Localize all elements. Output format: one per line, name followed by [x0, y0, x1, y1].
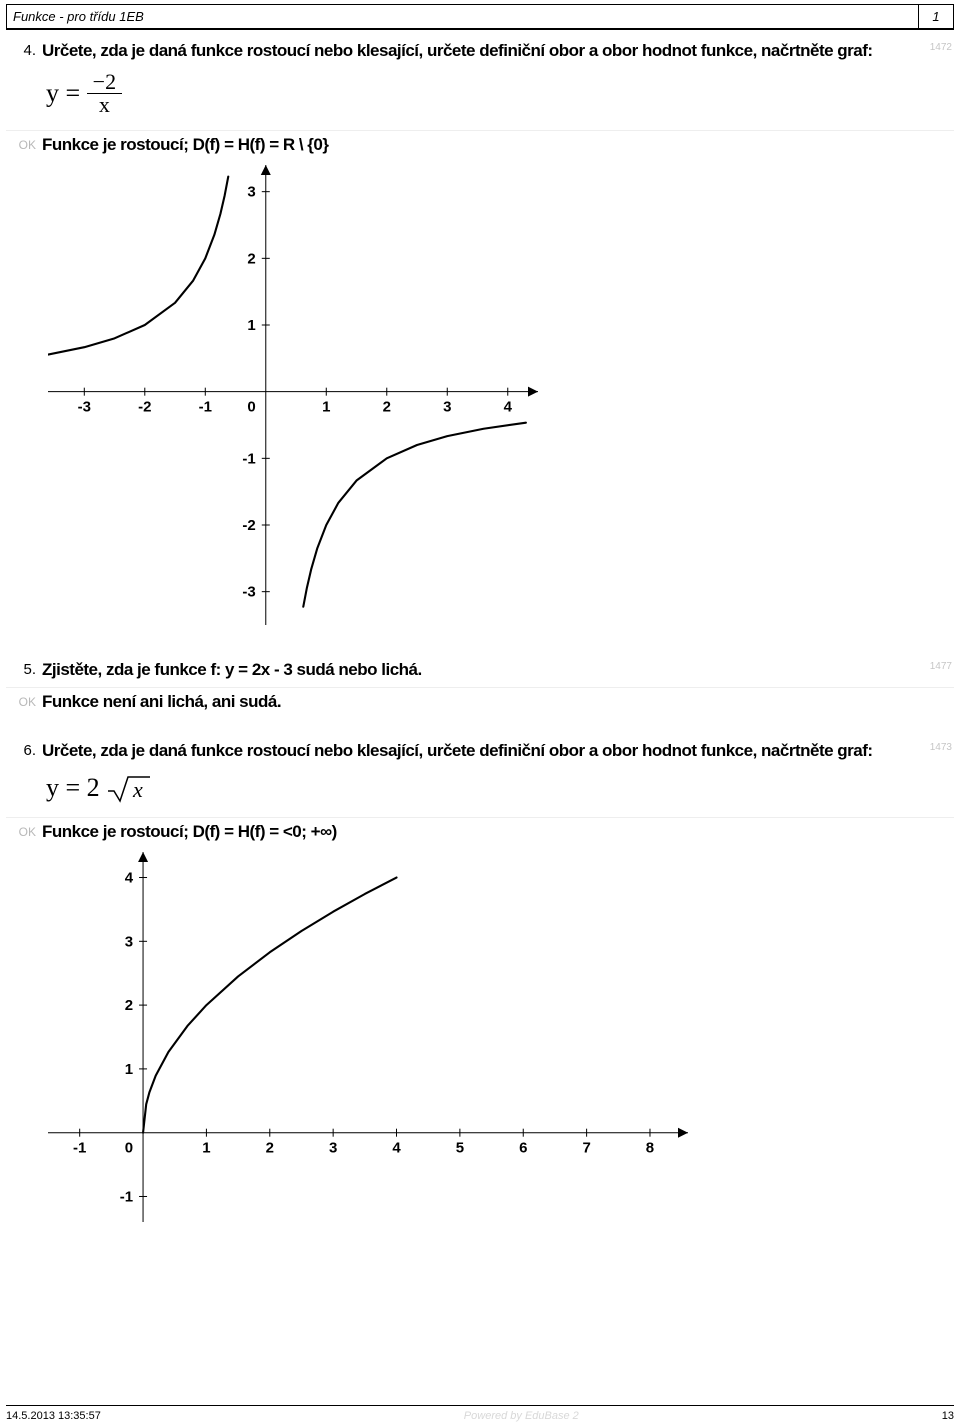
header-title: Funkce - pro třídu 1EB	[6, 4, 918, 29]
svg-text:4: 4	[125, 869, 134, 886]
question-number: 6.	[6, 740, 42, 759]
svg-text:0: 0	[247, 399, 255, 416]
question-5: 5. 1477 Zjistěte, zda je funkce f: y = 2…	[6, 659, 954, 711]
ok-label: OK	[6, 135, 42, 152]
answer-text: Funkce je rostoucí; D(f) = H(f) = R \ {0…	[42, 135, 954, 155]
svg-text:-2: -2	[138, 399, 151, 416]
svg-text:-2: -2	[242, 517, 255, 534]
svg-text:3: 3	[247, 184, 255, 201]
page-header: Funkce - pro třídu 1EB 1	[6, 4, 954, 30]
question-text: Určete, zda je daná funkce rostoucí nebo…	[42, 740, 910, 761]
formula-denominator: x	[87, 94, 122, 116]
formula-radicand: x	[132, 777, 143, 802]
svg-text:2: 2	[266, 1139, 274, 1156]
svg-text:-1: -1	[242, 451, 255, 468]
formula: y = −2 x	[46, 71, 910, 116]
svg-text:4: 4	[392, 1139, 401, 1156]
formula: y = 2 x	[46, 771, 910, 803]
formula-coef: 2	[87, 773, 100, 802]
answer-text: Funkce není ani lichá, ani sudá.	[42, 692, 954, 712]
question-text: Zjistěte, zda je funkce f: y = 2x - 3 su…	[42, 659, 910, 680]
chart-q4: -3 -2 -1 1 2 3 4 -3 -2 -1 1 2 3 0	[48, 165, 954, 625]
question-number: 4.	[6, 40, 42, 59]
svg-text:6: 6	[519, 1139, 527, 1156]
chart-q6: -1 1 2 3 4 5 6 7 8 -1 1 2 3 4 0	[48, 852, 954, 1222]
formula-lhs: y	[46, 79, 59, 108]
formula-lhs: y	[46, 773, 59, 802]
question-text: Určete, zda je daná funkce rostoucí nebo…	[42, 40, 910, 61]
svg-text:7: 7	[582, 1139, 590, 1156]
svg-text:-1: -1	[120, 1188, 133, 1205]
chart-svg: -1 1 2 3 4 5 6 7 8 -1 1 2 3 4 0	[48, 852, 688, 1222]
header-page-badge: 1	[918, 4, 954, 29]
question-id: 1477	[930, 661, 952, 672]
svg-text:4: 4	[504, 399, 513, 416]
svg-text:-1: -1	[199, 399, 212, 416]
svg-text:3: 3	[329, 1139, 337, 1156]
svg-text:2: 2	[247, 251, 255, 268]
question-4: 4. 1472 Určete, zda je daná funkce rosto…	[6, 40, 954, 631]
formula-numerator: −2	[87, 71, 122, 94]
page: Funkce - pro třídu 1EB 1 4. 1472 Určete,…	[0, 4, 960, 1428]
svg-text:1: 1	[202, 1139, 210, 1156]
svg-text:3: 3	[443, 399, 451, 416]
sqrt-icon: x	[106, 773, 150, 803]
footer-watermark: Powered by EduBase 2	[464, 1410, 579, 1422]
svg-text:-3: -3	[78, 399, 91, 416]
svg-text:2: 2	[125, 997, 133, 1014]
chart-svg: -3 -2 -1 1 2 3 4 -3 -2 -1 1 2 3 0	[48, 165, 538, 625]
svg-text:2: 2	[383, 399, 391, 416]
footer-page-number: 13	[942, 1410, 954, 1422]
footer-timestamp: 14.5.2013 13:35:57	[6, 1410, 101, 1422]
svg-text:-1: -1	[73, 1139, 86, 1156]
svg-text:5: 5	[456, 1139, 464, 1156]
svg-text:1: 1	[322, 399, 330, 416]
svg-text:3: 3	[125, 933, 133, 950]
svg-text:8: 8	[646, 1139, 654, 1156]
svg-text:0: 0	[125, 1139, 133, 1156]
question-number: 5.	[6, 659, 42, 678]
svg-text:1: 1	[247, 317, 255, 334]
question-6: 6. 1473 Určete, zda je daná funkce rosto…	[6, 740, 954, 1228]
svg-text:-3: -3	[242, 584, 255, 601]
ok-label: OK	[6, 822, 42, 839]
question-id: 1473	[930, 742, 952, 753]
ok-label: OK	[6, 692, 42, 709]
svg-text:1: 1	[125, 1061, 133, 1078]
page-footer: 14.5.2013 13:35:57 Powered by EduBase 2 …	[6, 1405, 954, 1422]
question-id: 1472	[930, 42, 952, 53]
answer-text: Funkce je rostoucí; D(f) = H(f) = <0; +∞…	[42, 822, 954, 842]
